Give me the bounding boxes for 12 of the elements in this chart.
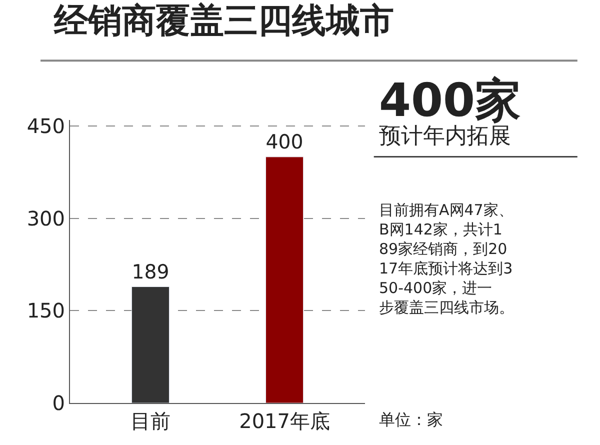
y-tick-label: 150 (26, 298, 65, 323)
text: 单位：家 (379, 410, 443, 429)
x-tick-label: 目前 (130, 409, 170, 433)
chart-title: 经销商覆盖三四线城市 (53, 0, 394, 41)
text: 预计年内拓展 (379, 124, 511, 149)
data-label: 189 (132, 260, 170, 284)
text: 目前拥有A网47家、B网142家，共计189家经销商，到2017年底预计将达到350-400家，进一步覆盖三四线市场。 (379, 201, 514, 316)
y-tick-label: 450 (26, 114, 65, 138)
y-tick-label: 0 (52, 391, 65, 415)
y-tick-label: 300 (26, 206, 65, 230)
data-label: 400 (266, 130, 304, 154)
x-tick-label: 2017年底 (239, 409, 330, 433)
